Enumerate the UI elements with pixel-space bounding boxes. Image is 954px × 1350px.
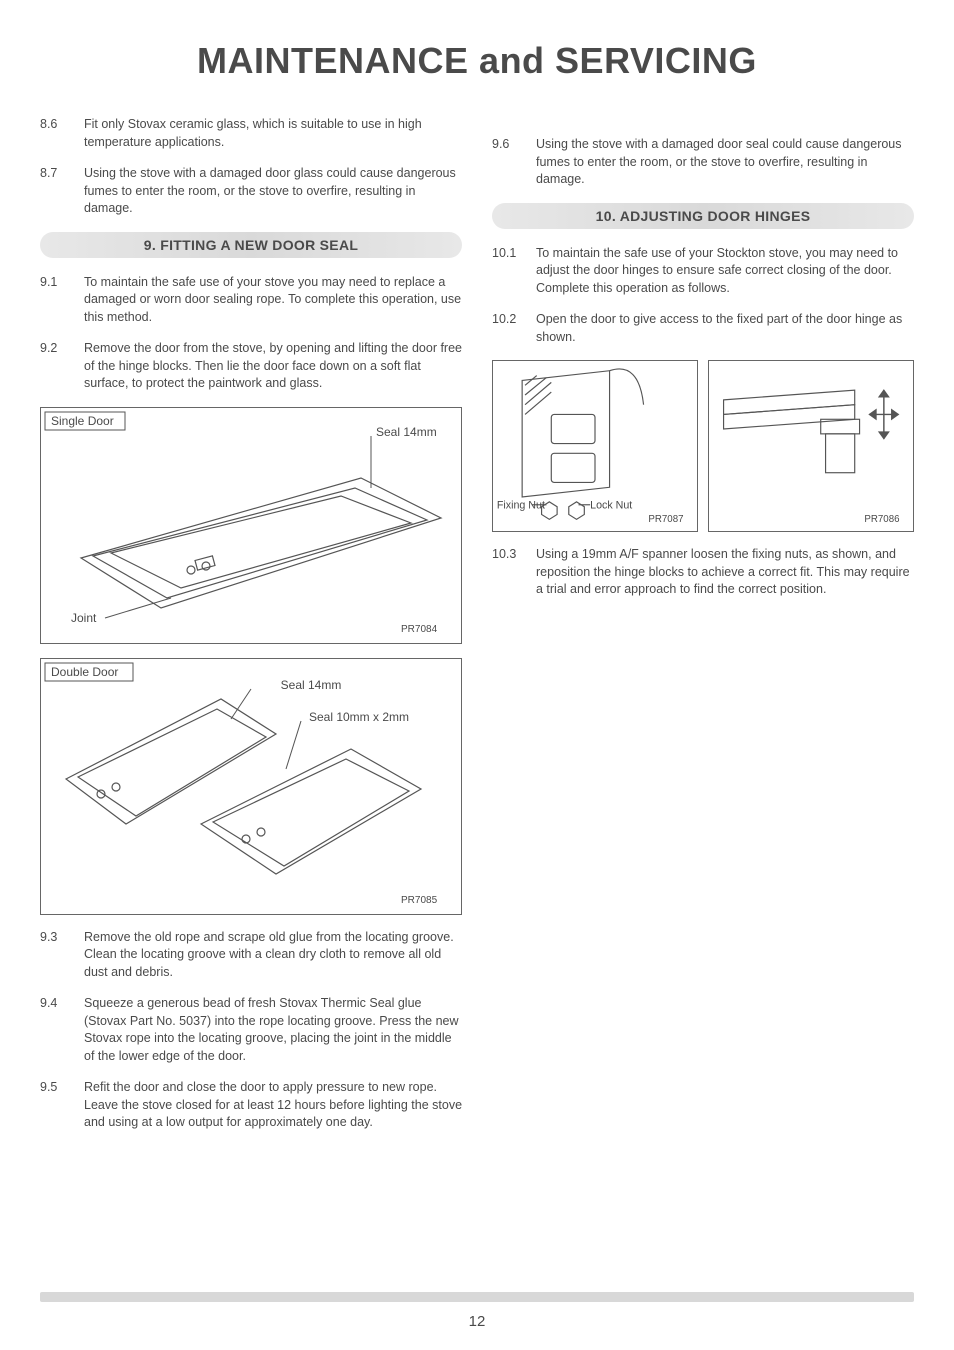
list-item: 8.7 Using the stove with a damaged door …: [40, 165, 462, 218]
diagram-box-label: Single Door: [51, 414, 114, 428]
joint-label: Joint: [71, 611, 97, 625]
list-item: 9.3 Remove the old rope and scrape old g…: [40, 929, 462, 982]
lock-nut-label: Lock Nut: [590, 500, 632, 512]
fixing-nut-label: Fixing Nut: [497, 500, 545, 512]
list-item: 9.5 Refit the door and close the door to…: [40, 1079, 462, 1132]
item-text: To maintain the safe use of your stove y…: [84, 274, 462, 327]
diagram-hinge-top: PR7086: [708, 360, 914, 532]
list-item: 9.2 Remove the door from the stove, by o…: [40, 340, 462, 393]
section-heading-9: 9. FITTING A NEW DOOR SEAL: [40, 232, 462, 258]
item-text: Remove the door from the stove, by openi…: [84, 340, 462, 393]
diagram-double-door: Double Door Seal 14mm Seal 10mm x 2mm: [40, 658, 462, 915]
list-item: 9.6 Using the stove with a damaged door …: [492, 136, 914, 189]
seal2-label: Seal 10mm x 2mm: [309, 710, 409, 724]
list-item: 10.1 To maintain the safe use of your St…: [492, 245, 914, 298]
item-number: 9.6: [492, 136, 522, 189]
two-column-layout: 8.6 Fit only Stovax ceramic glass, which…: [40, 116, 914, 1146]
item-number: 9.3: [40, 929, 70, 982]
seal1-label: Seal 14mm: [281, 678, 342, 692]
item-text: Refit the door and close the door to app…: [84, 1079, 462, 1132]
footer-divider-bar: [40, 1292, 914, 1302]
list-item: 8.6 Fit only Stovax ceramic glass, which…: [40, 116, 462, 151]
item-text: To maintain the safe use of your Stockto…: [536, 245, 914, 298]
diagram-code: PR7087: [648, 514, 683, 525]
item-text: Using a 19mm A/F spanner loosen the fixi…: [536, 546, 914, 599]
list-item: 10.3 Using a 19mm A/F spanner loosen the…: [492, 546, 914, 599]
item-text: Fit only Stovax ceramic glass, which is …: [84, 116, 462, 151]
item-number: 9.4: [40, 995, 70, 1065]
page-title: MAINTENANCE and SERVICING: [40, 40, 914, 82]
item-number: 10.2: [492, 311, 522, 346]
item-number: 8.6: [40, 116, 70, 151]
right-column: 9.6 Using the stove with a damaged door …: [492, 116, 914, 1146]
list-item: 10.2 Open the door to give access to the…: [492, 311, 914, 346]
item-number: 9.5: [40, 1079, 70, 1132]
diagram-box-label: Double Door: [51, 665, 118, 679]
item-number: 10.3: [492, 546, 522, 599]
item-number: 9.2: [40, 340, 70, 393]
item-number: 10.1: [492, 245, 522, 298]
hinge-diagram-row: Fixing Nut Lock Nut PR7087: [492, 360, 914, 532]
item-text: Using the stove with a damaged door seal…: [536, 136, 914, 189]
diagram-code: PR7085: [401, 895, 438, 906]
diagram-single-door: Single Door Seal 14mm Joint PR7084: [40, 407, 462, 644]
item-text: Using the stove with a damaged door glas…: [84, 165, 462, 218]
item-number: 9.1: [40, 274, 70, 327]
item-text: Remove the old rope and scrape old glue …: [84, 929, 462, 982]
seal-label: Seal 14mm: [376, 425, 437, 439]
list-item: 9.4 Squeeze a generous bead of fresh Sto…: [40, 995, 462, 1065]
diagram-code: PR7086: [864, 514, 899, 525]
page-number: 12: [0, 1313, 954, 1330]
section-heading-10: 10. ADJUSTING DOOR HINGES: [492, 203, 914, 229]
diagram-code: PR7084: [401, 624, 438, 635]
item-text: Squeeze a generous bead of fresh Stovax …: [84, 995, 462, 1065]
item-number: 8.7: [40, 165, 70, 218]
item-text: Open the door to give access to the fixe…: [536, 311, 914, 346]
diagram-hinge-front: Fixing Nut Lock Nut PR7087: [492, 360, 698, 532]
left-column: 8.6 Fit only Stovax ceramic glass, which…: [40, 116, 462, 1146]
list-item: 9.1 To maintain the safe use of your sto…: [40, 274, 462, 327]
